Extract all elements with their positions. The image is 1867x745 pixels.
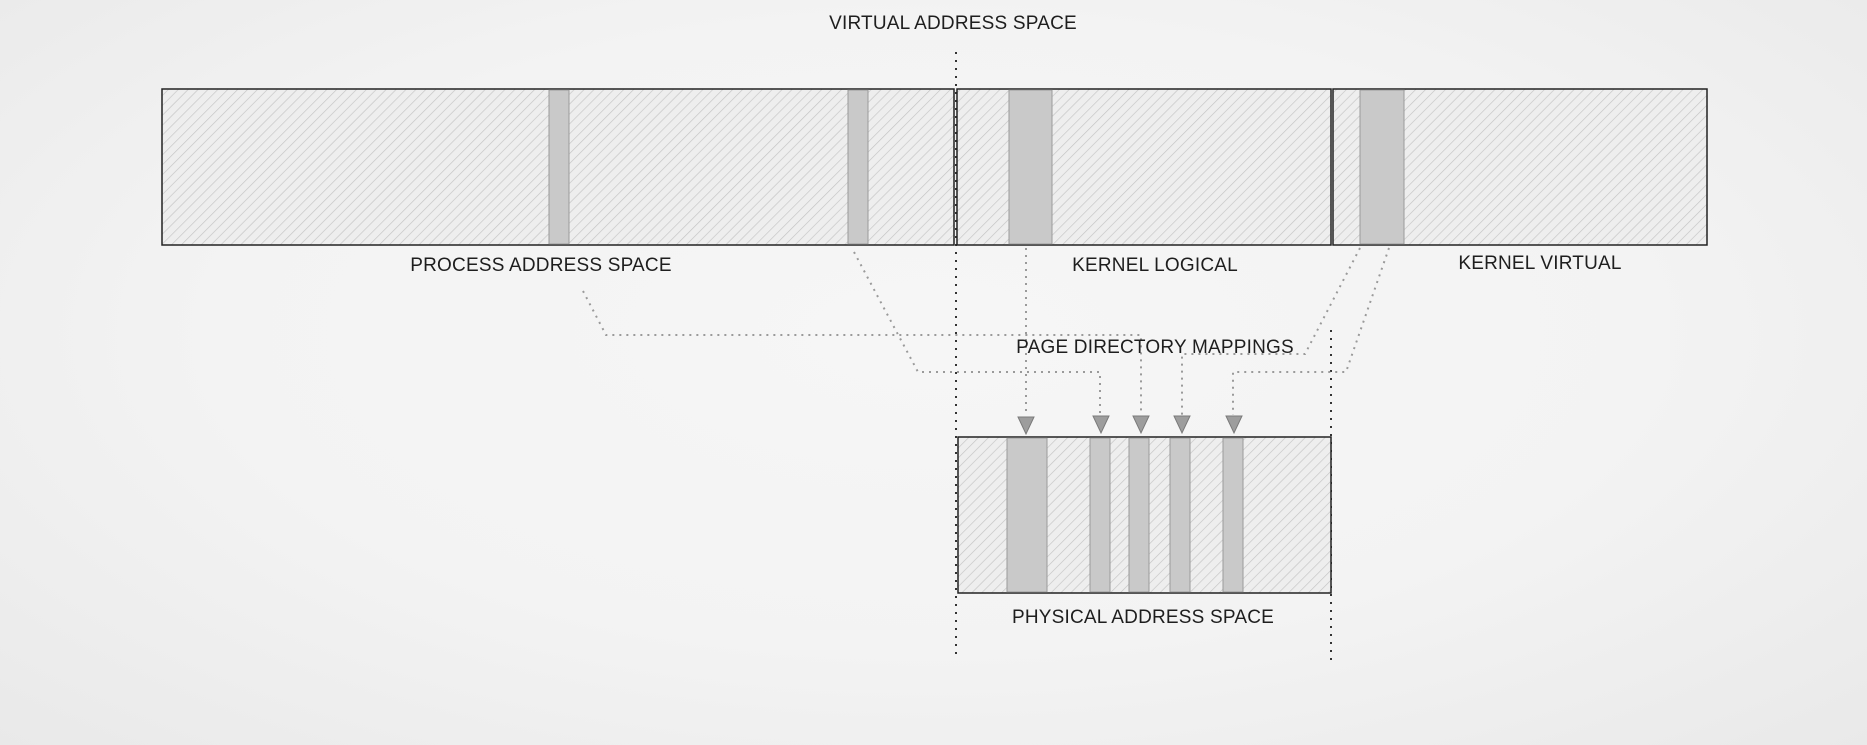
physical-page-block: [1128, 437, 1150, 593]
mapping-line-process-page-2: [853, 251, 1101, 415]
arrow-down-icon: [1017, 416, 1035, 436]
arrow-down-icon: [1173, 415, 1191, 435]
physical-page-block: [1169, 437, 1191, 593]
process-address-space-label: PROCESS ADDRESS SPACE: [410, 255, 671, 276]
page-directory-mappings-label: PAGE DIRECTORY MAPPINGS: [1016, 337, 1294, 358]
kernel-virtual-page-block: [1359, 89, 1405, 245]
physical-page-block: [1222, 437, 1244, 593]
kernel-logical-page-block: [1008, 89, 1053, 245]
kernel-virtual-region: [1332, 88, 1708, 246]
page-directory-mapping-lines: [582, 247, 1390, 415]
process-address-space-region: [161, 88, 955, 246]
process-page-block: [548, 89, 570, 245]
arrow-down-icon: [1092, 415, 1110, 435]
kernel-logical-region: [956, 88, 1332, 246]
arrow-down-icon: [1225, 415, 1243, 435]
virtual-address-space-label: VIRTUAL ADDRESS SPACE: [829, 13, 1077, 34]
arrow-down-icon: [1132, 415, 1150, 435]
mapping-arrowheads: [1017, 415, 1243, 436]
physical-page-block: [1089, 437, 1111, 593]
physical-address-space-region: [957, 436, 1332, 594]
mapping-line-kernel-virtual-2: [1232, 247, 1390, 415]
kernel-virtual-label: KERNEL VIRTUAL: [1458, 253, 1621, 274]
kernel-logical-label: KERNEL LOGICAL: [1072, 255, 1238, 276]
process-page-block: [847, 89, 869, 245]
mapping-line-process-page-1: [582, 290, 1142, 415]
physical-page-block: [1006, 437, 1048, 593]
physical-address-space-label: PHYSICAL ADDRESS SPACE: [1012, 607, 1274, 628]
